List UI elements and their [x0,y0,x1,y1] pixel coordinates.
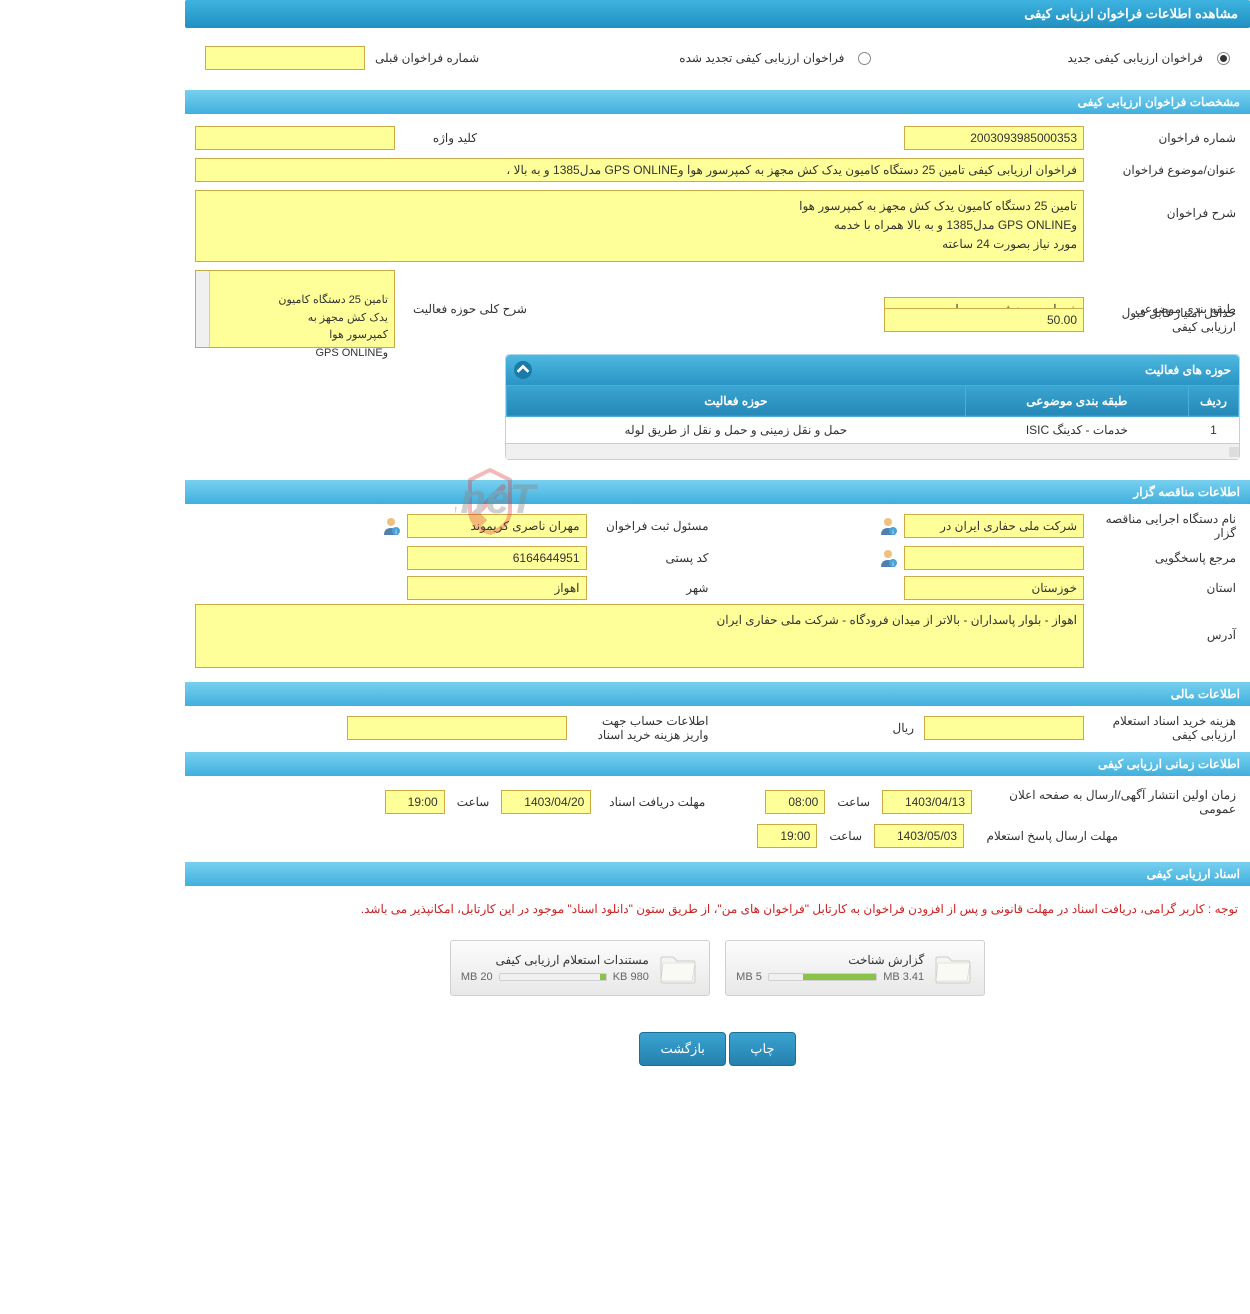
cell-category: خدمات - کدینگ ISIC [965,416,1188,443]
col-category-header: طبقه بندی موضوعی [965,385,1188,416]
registrar-label: مسئول ثبت فراخوان [593,519,713,533]
file2-size: 980 KB [613,971,649,983]
user-icon: i [878,516,898,536]
response-label: مهلت ارسال پاسخ استعلام [972,829,1122,843]
radio-new-call[interactable] [1217,52,1230,65]
account-label: اطلاعات حساب جهت واریز هزینه خرید اسناد [573,714,713,742]
receive-time-field[interactable]: 19:00 [385,790,445,814]
user-icon: i [878,548,898,568]
table-scrollbar[interactable] [506,443,1239,459]
org-label: نام دستگاه اجرایی مناقصه گزار [1090,512,1240,540]
back-button[interactable]: بازگشت [639,1032,725,1066]
keyword-field[interactable] [195,126,395,150]
call-title-label: عنوان/موضوع فراخوان [1090,163,1240,177]
account-field[interactable] [347,716,567,740]
address-field[interactable]: اهواز - بلوار پاسداران - بالاتر از میدان… [195,604,1084,668]
file1-name: گزارش شناخت [736,953,924,967]
call-number-label: شماره فراخوان [1090,131,1240,145]
activities-table: ردیف طبقه بندی موضوعی حوزه فعالیت 1 خدما… [506,385,1239,443]
radio-new-label: فراخوان ارزیابی کیفی جدید [1064,51,1207,65]
keyword-label: کلید واژه [401,131,481,145]
folder-icon [932,947,974,989]
min-score-label: حداقل امتیاز قابل قبول ارزیابی کیفی [1090,306,1240,334]
org-field[interactable]: شرکت ملی حفاری ایران در [904,514,1084,538]
activity-scope-label: شرح کلی حوزه فعالیت [401,302,531,316]
file1-total: 5 MB [736,971,762,983]
address-label: آدرس [1090,604,1240,642]
response-time-field[interactable]: 19:00 [757,824,817,848]
section-financial-header: اطلاعات مالی [185,682,1250,706]
col-activity-header: حوزه فعالیت [507,385,966,416]
file2-total: 20 MB [461,971,493,983]
page-header: مشاهده اطلاعات فراخوان ارزیابی کیفی [185,0,1250,28]
activity-scope-list[interactable]: تامین 25 دستگاه کامیون یدک کش مجهز به کم… [195,270,395,348]
col-row-header: ردیف [1189,385,1239,416]
registrar-field[interactable]: مهران ناصری کریموند [407,514,587,538]
file-card-report[interactable]: گزارش شناخت 3.41 MB 5 MB [725,940,985,996]
section-tenderer-header: اطلاعات مناقصه گزار [185,480,1250,504]
response-time-label: ساعت [825,829,866,843]
receive-time-label: ساعت [453,795,494,809]
file-card-docs[interactable]: مستندات استعلام ارزیابی کیفی 980 KB 20 M… [450,940,710,996]
publish-time-field[interactable]: 08:00 [765,790,825,814]
section-spec-header: مشخصات فراخوان ارزیابی کیفی [185,90,1250,114]
collapse-icon[interactable] [514,361,532,379]
prev-call-label: شماره فراخوان قبلی [371,51,483,65]
radio-renewed-call[interactable] [858,52,871,65]
user-icon: i [381,516,401,536]
min-score-field[interactable]: 50.00 [884,308,1084,332]
responder-field[interactable] [904,546,1084,570]
city-field[interactable]: اهواز [407,576,587,600]
activities-title: حوزه های فعالیت [1145,363,1231,377]
print-button[interactable]: چاپ [729,1032,795,1066]
file1-progress [768,973,877,981]
call-desc-field[interactable]: تامین 25 دستگاه کامیون یدک کش مجهز به کم… [195,190,1084,262]
section-timing-header: اطلاعات زمانی ارزیابی کیفی [185,752,1250,776]
cost-field[interactable] [924,716,1084,740]
postal-label: کد پستی [593,551,713,565]
cell-idx: 1 [1189,416,1239,443]
table-row: 1 خدمات - کدینگ ISIC حمل و نقل زمینی و ح… [507,416,1239,443]
prev-call-input[interactable] [205,46,365,70]
svg-text:i: i [395,530,396,536]
radio-renewed-label: فراخوان ارزیابی کیفی تجدید شده [675,51,848,65]
cost-label: هزینه خرید اسناد استعلام ارزیابی کیفی [1090,714,1240,742]
file2-progress [499,973,607,981]
cell-activity: حمل و نقل زمینی و حمل و نقل از طریق لوله [507,416,966,443]
responder-label: مرجع پاسخگویی [1090,551,1240,565]
response-date-field[interactable]: 1403/05/03 [874,824,964,848]
province-field[interactable]: خوزستان [904,576,1084,600]
svg-text:i: i [892,562,893,568]
currency-label: ريال [888,721,918,735]
call-title-field[interactable]: فراخوان ارزیابی کیفی تامین 25 دستگاه کام… [195,158,1084,182]
file1-size: 3.41 MB [883,971,924,983]
activity-scope-scrollbar[interactable] [196,271,210,347]
file2-name: مستندات استعلام ارزیابی کیفی [461,953,649,967]
province-label: استان [1090,581,1240,595]
folder-icon [657,947,699,989]
call-desc-label: شرح فراخوان [1090,190,1240,220]
svg-text:i: i [892,530,893,536]
receive-date-field[interactable]: 1403/04/20 [501,790,591,814]
note-text: توجه : کاربر گرامی، دریافت اسناد در مهلت… [185,894,1250,924]
call-number-field[interactable]: 2003093985000353 [904,126,1084,150]
receive-label: مهلت دریافت اسناد [599,795,709,809]
publish-label: زمان اولین انتشار آگهی/ارسال به صفحه اعل… [980,788,1240,816]
publish-time-label: ساعت [833,795,874,809]
activities-panel: حوزه های فعالیت ردیف طبقه بندی موضوعی حو… [505,354,1240,460]
city-label: شهر [593,581,713,595]
publish-date-field[interactable]: 1403/04/13 [882,790,972,814]
postal-field[interactable]: 6164644951 [407,546,587,570]
section-docs-header: اسناد ارزیابی کیفی [185,862,1250,886]
